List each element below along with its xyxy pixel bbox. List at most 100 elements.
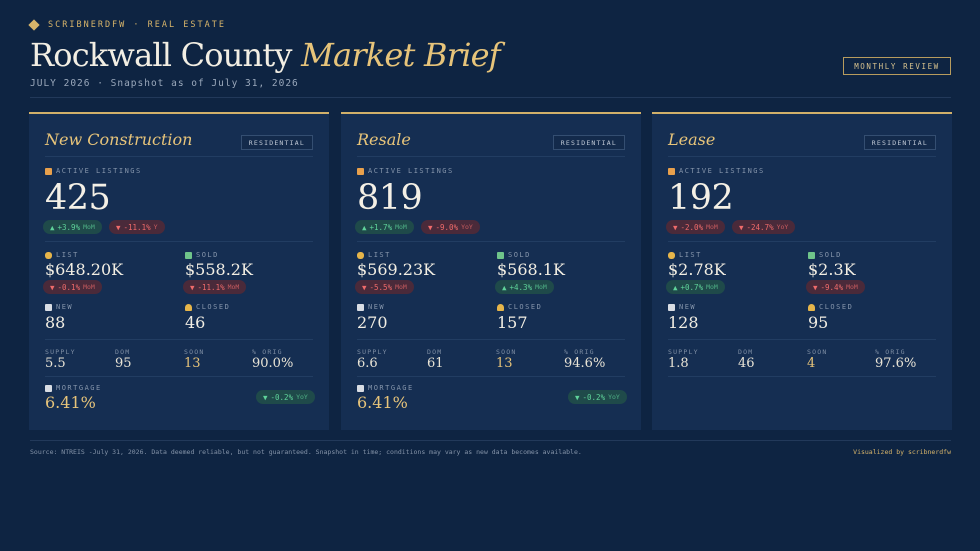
card-divider <box>357 241 625 242</box>
list-price: $569.23K <box>357 260 436 279</box>
mortgage-label-text: MORTGAGE <box>56 384 102 392</box>
monthly-review-button[interactable]: MONTHLY REVIEW <box>843 57 951 75</box>
mortgage-label: MORTGAGE <box>357 384 414 392</box>
new-label: NEW <box>668 303 696 311</box>
change-value: +0.7% <box>680 282 704 292</box>
pct-orig-label: % ORIG <box>252 348 283 356</box>
arrow-down-icon: ▼ <box>50 282 55 292</box>
card-title: Resale <box>357 130 411 149</box>
list-change-badge: ▼ -5.5% MoM <box>355 280 414 294</box>
change-unit: MoM <box>846 283 858 291</box>
dom-label: DOM <box>427 348 443 356</box>
sold-label: SOLD <box>185 251 219 259</box>
active-listings-label: ACTIVE LISTINGS <box>357 167 454 175</box>
brand-text: SCRIBNERDFW · REAL ESTATE <box>48 20 226 30</box>
active-yoy-badge: ▼ -9.0% YoY <box>421 220 480 234</box>
closed-label-text: CLOSED <box>819 303 854 311</box>
key-icon <box>185 303 192 311</box>
supply-label: SUPPLY <box>357 348 388 356</box>
change-value: -9.4% <box>820 282 844 292</box>
arrow-down-icon: ▼ <box>362 282 367 292</box>
pct-orig-value: 97.6% <box>875 356 917 371</box>
supply-value: 5.5 <box>45 356 66 371</box>
header-divider <box>30 97 951 98</box>
supply-label: SUPPLY <box>45 348 76 356</box>
card-divider <box>668 241 936 242</box>
active-listings-value: 192 <box>668 178 734 218</box>
footer-divider <box>30 440 951 441</box>
sold-price: $568.1K <box>497 260 565 279</box>
document-icon <box>668 303 675 311</box>
mortgage-change-badge: ▼ -0.2% YoY <box>568 390 627 404</box>
arrow-down-icon: ▼ <box>739 222 744 232</box>
new-count: 128 <box>668 313 699 332</box>
card-divider <box>357 156 625 157</box>
sold-change-badge: ▼ -11.1% MoM <box>183 280 247 294</box>
change-value: +3.9% <box>57 222 81 232</box>
card-title: Lease <box>668 130 716 149</box>
change-unit: MoM <box>706 283 718 291</box>
card-divider <box>668 339 936 340</box>
list-label: LIST <box>45 251 79 259</box>
market-card: New Construction RESIDENTIAL ACTIVE LIST… <box>29 112 329 430</box>
house-icon <box>45 167 52 175</box>
sold-label: SOLD <box>808 251 842 259</box>
footer-source: Source: NTREIS -July 31, 2026. Data deem… <box>30 448 582 456</box>
card-divider <box>357 376 625 377</box>
money-bag-icon <box>45 251 52 259</box>
change-unit: MoM <box>706 223 718 231</box>
active-listings-label-text: ACTIVE LISTINGS <box>679 167 765 175</box>
change-value: +1.7% <box>369 222 393 232</box>
list-label-text: LIST <box>368 251 391 259</box>
list-price: $648.20K <box>45 260 124 279</box>
mortgage-label: MORTGAGE <box>45 384 102 392</box>
market-card: Lease RESIDENTIAL ACTIVE LISTINGS 192 ▼ … <box>652 112 952 430</box>
card-title: New Construction <box>45 130 193 149</box>
active-listings-label-text: ACTIVE LISTINGS <box>368 167 454 175</box>
key-icon <box>497 303 504 311</box>
closed-label: CLOSED <box>808 303 853 311</box>
key-icon <box>808 303 815 311</box>
document-icon <box>45 303 52 311</box>
closed-label-text: CLOSED <box>196 303 231 311</box>
active-mom-badge: ▲ +3.9% MoM <box>43 220 102 234</box>
money-bag-icon <box>668 251 675 259</box>
market-card: Resale RESIDENTIAL ACTIVE LISTINGS 819 ▲… <box>341 112 641 430</box>
closed-count: 46 <box>185 313 206 332</box>
cash-icon <box>497 251 504 259</box>
house-icon <box>668 167 675 175</box>
active-listings-label-text: ACTIVE LISTINGS <box>56 167 142 175</box>
pct-orig-value: 94.6% <box>564 356 606 371</box>
change-value: -0.1% <box>57 282 81 292</box>
change-value: -5.5% <box>369 282 393 292</box>
pct-orig-value: 90.0% <box>252 356 294 371</box>
change-value: +4.3% <box>509 282 533 292</box>
list-label-text: LIST <box>679 251 702 259</box>
change-value: -24.7% <box>746 222 774 232</box>
soon-value: 13 <box>184 356 201 371</box>
mortgage-label-text: MORTGAGE <box>368 384 414 392</box>
change-value: -11.1% <box>197 282 225 292</box>
list-change-badge: ▲ +0.7% MoM <box>666 280 725 294</box>
dom-value: 46 <box>738 356 755 371</box>
active-listings-value: 819 <box>357 178 423 218</box>
new-label-text: NEW <box>368 303 386 311</box>
change-value: -0.2% <box>582 392 606 402</box>
sold-label-text: SOLD <box>819 251 842 259</box>
active-mom-badge: ▼ -2.0% MoM <box>666 220 725 234</box>
title-accent: Market Brief <box>301 36 501 74</box>
supply-value: 6.6 <box>357 356 378 371</box>
new-count: 270 <box>357 313 388 332</box>
card-divider <box>45 376 313 377</box>
closed-count: 95 <box>808 313 829 332</box>
card-divider <box>45 241 313 242</box>
arrow-up-icon: ▲ <box>502 282 507 292</box>
pct-orig-label: % ORIG <box>564 348 595 356</box>
sold-change-badge: ▲ +4.3% MoM <box>495 280 554 294</box>
change-value: -0.2% <box>270 392 294 402</box>
new-label-text: NEW <box>679 303 697 311</box>
card-divider <box>668 376 936 377</box>
change-unit: MoM <box>83 283 95 291</box>
document-icon <box>357 303 364 311</box>
arrow-up-icon: ▲ <box>673 282 678 292</box>
